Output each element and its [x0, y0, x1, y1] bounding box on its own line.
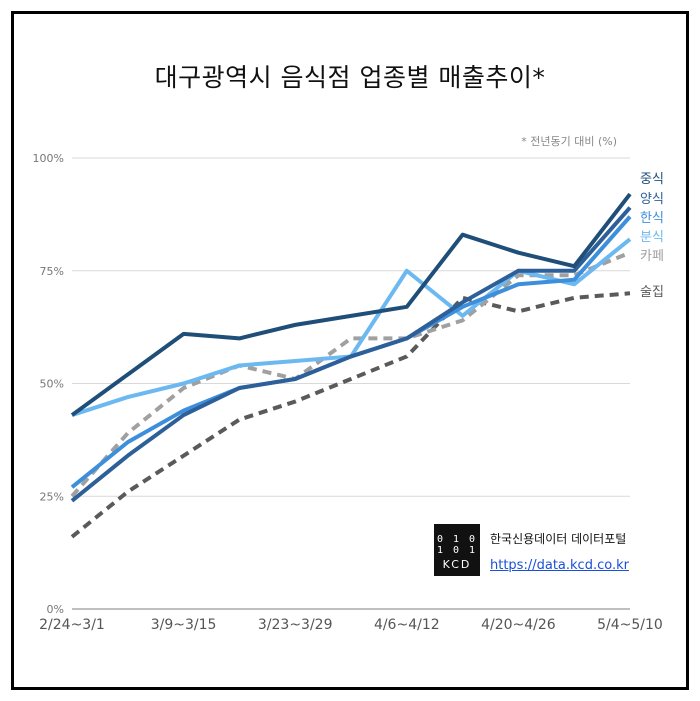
legend-label: 한식 — [640, 211, 664, 226]
legend-label: 분식 — [640, 230, 664, 245]
series-line-0 — [70, 192, 632, 417]
label-layer: 0% 25% 50% 75% 100% 2/24~3/1 3/9~3/15 3/23~3/29… — [33, 152, 664, 633]
legend-label: 양식 — [640, 192, 664, 207]
series-line-5 — [70, 291, 631, 539]
series-layer — [70, 192, 632, 539]
x-tick-label: 4/20~4/26 — [481, 617, 556, 633]
x-tick-label: 3/9~3/15 — [151, 617, 217, 633]
series-line-3 — [71, 237, 632, 417]
y-tick-label: 75% — [40, 265, 64, 278]
legend-label: 카페 — [640, 249, 664, 264]
y-tick-label: 100% — [33, 152, 64, 165]
chart-frame — [11, 11, 689, 690]
y-tick-label: 50% — [40, 378, 64, 391]
y-tick-label: 25% — [40, 490, 64, 503]
legend-label: 중식 — [640, 172, 664, 187]
x-tick-label: 4/6~4/12 — [374, 617, 440, 633]
x-tick-label: 2/24~3/1 — [39, 617, 105, 633]
x-tick-label: 5/4~5/10 — [597, 617, 663, 633]
series-line-1 — [70, 206, 632, 503]
x-tick-label: 3/23~3/29 — [258, 617, 333, 633]
legend-label: 술집 — [640, 285, 664, 300]
brand-name: 한국신용데이터 데이터포털 — [490, 532, 627, 546]
y-tick-label: 0% — [47, 603, 64, 616]
chart-note: * 전년동기 대비 (%) — [521, 135, 617, 148]
logo-text: KCD — [442, 558, 472, 571]
brand-url-link[interactable]: https://data.kcd.co.kr — [490, 558, 629, 573]
series-line-4 — [70, 250, 631, 498]
chart-title: 대구광역시 음식점 업종별 매출추이* — [154, 63, 546, 92]
